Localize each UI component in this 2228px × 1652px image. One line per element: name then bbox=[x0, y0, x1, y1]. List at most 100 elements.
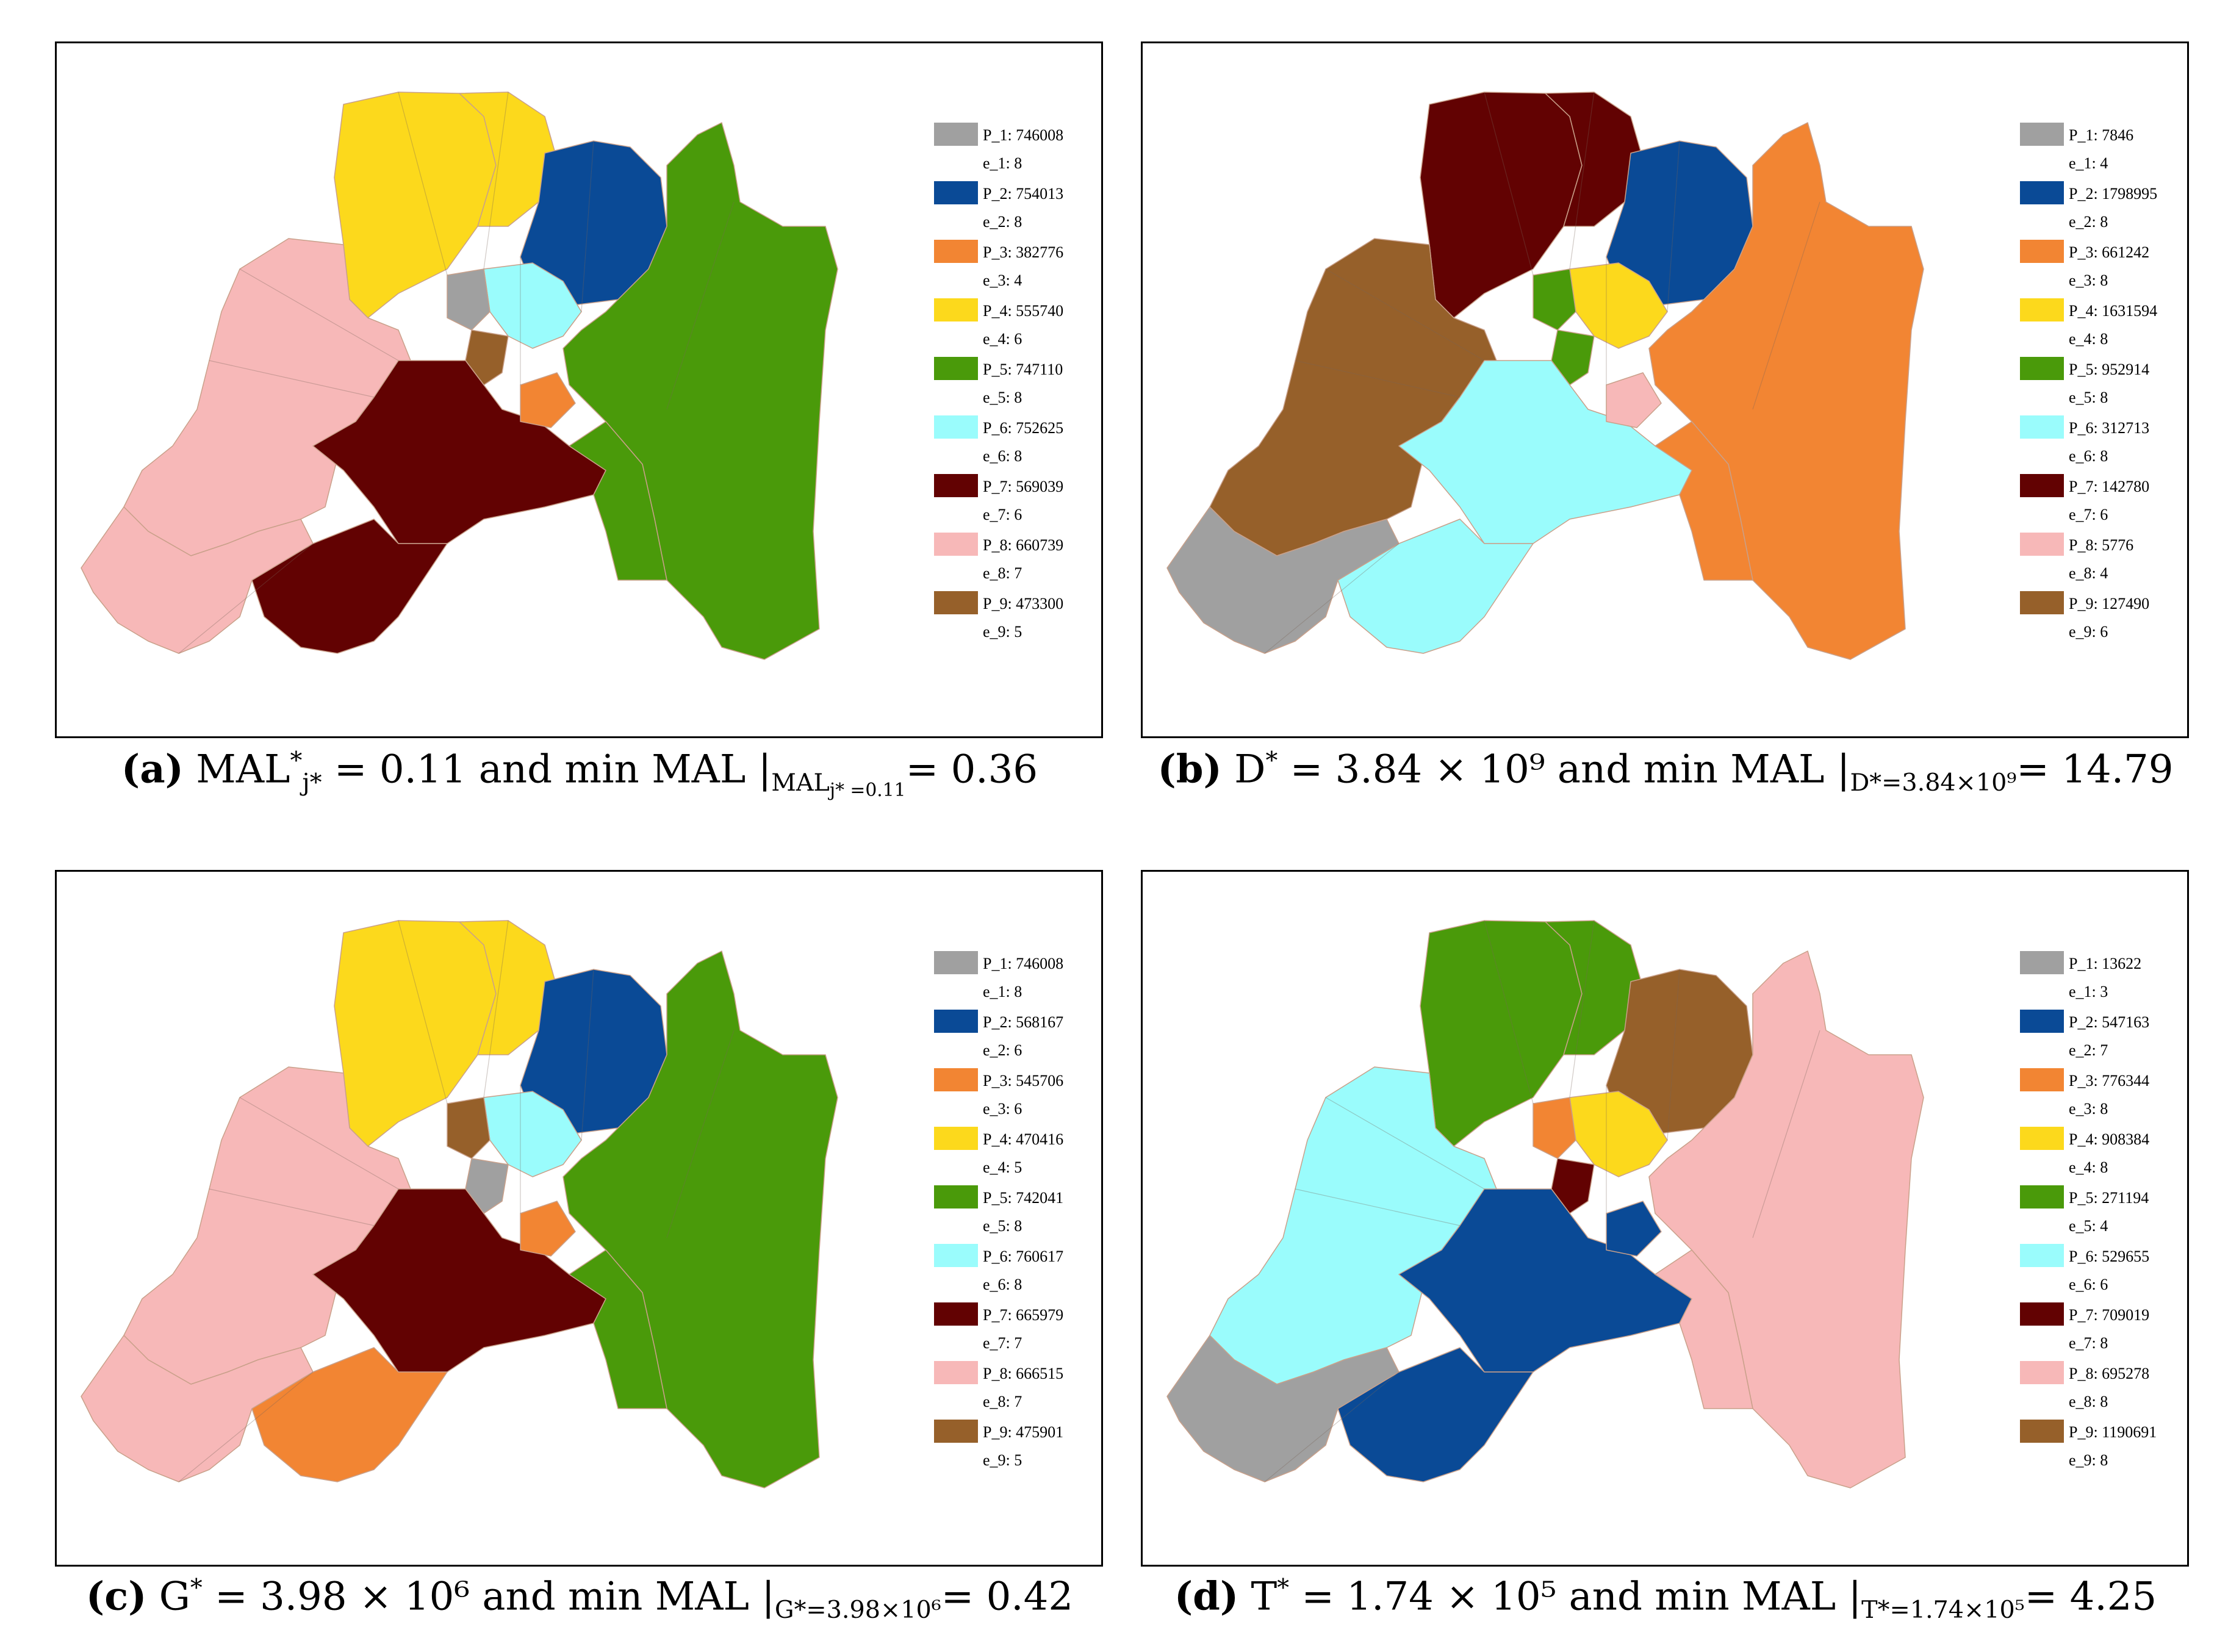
legend-population-label: P_9: 127490 bbox=[2069, 595, 2150, 612]
region-n bbox=[1545, 92, 1644, 227]
district-line bbox=[483, 92, 509, 270]
district-line bbox=[398, 92, 448, 276]
legend-population-label: P_9: 475901 bbox=[983, 1423, 1064, 1441]
region-s bbox=[1337, 519, 1534, 654]
legend-elements-label: e_3: 8 bbox=[2069, 1100, 2108, 1118]
region-cr bbox=[465, 1158, 509, 1214]
district-line bbox=[581, 969, 594, 1141]
legend-swatch bbox=[2020, 123, 2064, 146]
legend-swatch bbox=[934, 1244, 978, 1267]
region-e bbox=[562, 122, 838, 660]
district-line bbox=[178, 543, 314, 654]
legend-population-label: P_1: 746008 bbox=[983, 955, 1064, 972]
district-line bbox=[1569, 92, 1595, 270]
legend-elements-label: e_6: 6 bbox=[2069, 1276, 2108, 1293]
region-c bbox=[1569, 1091, 1668, 1177]
district-line bbox=[666, 1030, 735, 1238]
legend-elements-label: e_2: 8 bbox=[2069, 213, 2108, 231]
region-cr bbox=[1551, 329, 1595, 386]
legend-population-label: P_2: 754013 bbox=[983, 185, 1064, 203]
region-sw bbox=[81, 506, 314, 654]
district-line bbox=[239, 268, 399, 361]
legend-swatch bbox=[934, 415, 978, 439]
legend-swatch bbox=[2020, 357, 2064, 380]
legend-population-label: P_7: 709019 bbox=[2069, 1306, 2150, 1324]
choropleth-map-b bbox=[1166, 92, 1924, 660]
district-line bbox=[1752, 201, 1820, 410]
district-line bbox=[1484, 92, 1534, 276]
legend-elements-label: e_7: 8 bbox=[2069, 1334, 2108, 1352]
legend-swatch bbox=[2020, 1302, 2064, 1326]
legend-swatch bbox=[934, 240, 978, 263]
district-line bbox=[209, 1188, 375, 1226]
legend-elements-label: e_8: 7 bbox=[983, 564, 1022, 582]
legend-swatch bbox=[934, 1127, 978, 1150]
legend-elements-label: e_4: 8 bbox=[2069, 1158, 2108, 1176]
district-line bbox=[178, 1371, 314, 1482]
map-panel-b: P_1: 7846 e_1: 4 P_2: 1798995 e_2: 8 P_3: 66… bbox=[1141, 41, 2189, 738]
legend-population-label: P_3: 382776 bbox=[983, 243, 1064, 261]
region-sc bbox=[1398, 1188, 1692, 1373]
district-line bbox=[239, 1097, 399, 1190]
district-lines bbox=[1264, 92, 1820, 654]
legend-swatch bbox=[934, 591, 978, 614]
legend-swatch bbox=[934, 1302, 978, 1326]
region-se bbox=[1655, 1249, 1753, 1409]
legend-population-label: P_7: 569039 bbox=[983, 478, 1064, 495]
legend-swatch bbox=[2020, 591, 2064, 614]
legend-population-label: P_4: 1631594 bbox=[2069, 302, 2158, 320]
legend-elements-label: e_3: 4 bbox=[983, 271, 1022, 289]
legend-population-label: P_8: 5776 bbox=[2069, 536, 2134, 554]
district-line bbox=[1667, 969, 1680, 1141]
district-lines bbox=[178, 920, 735, 1482]
district-line bbox=[1295, 1188, 1461, 1226]
district-lines bbox=[1264, 920, 1820, 1482]
legend-elements-label: e_4: 5 bbox=[983, 1158, 1022, 1176]
legend-population-label: P_8: 666515 bbox=[983, 1365, 1064, 1382]
legend-swatch bbox=[2020, 1244, 2064, 1267]
legend-population-label: P_5: 742041 bbox=[983, 1189, 1064, 1207]
legend-population-label: P_4: 908384 bbox=[2069, 1130, 2150, 1148]
map-panel-a: P_1: 746008 e_1: 8 P_2: 754013 e_2: 8 P_3: 3… bbox=[55, 41, 1103, 738]
legend-swatch bbox=[934, 298, 978, 321]
region-sc bbox=[312, 360, 606, 544]
legend-population-label: P_8: 695278 bbox=[2069, 1365, 2150, 1382]
district-line bbox=[483, 920, 509, 1098]
district-line bbox=[581, 140, 594, 312]
legend-swatch bbox=[934, 474, 978, 497]
caption-b: (b) D* = 3.84 × 10⁹ and min MAL |D*=3.84… bbox=[1157, 746, 2174, 797]
legend-elements-label: e_9: 5 bbox=[983, 1451, 1022, 1469]
region-cl bbox=[1533, 1097, 1576, 1159]
district-line bbox=[666, 201, 735, 410]
map-regions bbox=[81, 920, 838, 1489]
legend-elements-label: e_6: 8 bbox=[983, 1276, 1022, 1293]
region-sp bbox=[1606, 1201, 1662, 1257]
legend-swatch bbox=[934, 181, 978, 204]
district-line bbox=[398, 920, 448, 1104]
legend-elements-label: e_5: 8 bbox=[983, 389, 1022, 406]
legend-population-label: P_6: 760617 bbox=[983, 1248, 1064, 1265]
legend-swatch bbox=[2020, 1185, 2064, 1208]
legend-elements-label: e_2: 7 bbox=[2069, 1041, 2108, 1059]
district-line bbox=[1264, 1371, 1400, 1482]
region-sp bbox=[1606, 372, 1662, 428]
legend-population-label: P_5: 952914 bbox=[2069, 361, 2150, 378]
legend-elements-label: e_4: 6 bbox=[983, 330, 1022, 348]
legend-swatch bbox=[934, 1068, 978, 1091]
legend-population-label: P_3: 776344 bbox=[2069, 1072, 2150, 1090]
region-s bbox=[251, 1347, 448, 1482]
region-s bbox=[251, 519, 448, 654]
region-sc bbox=[312, 1188, 606, 1373]
district-line bbox=[1325, 1097, 1485, 1190]
legend-swatch bbox=[2020, 951, 2064, 974]
district-lines bbox=[178, 92, 735, 654]
legend-swatch bbox=[2020, 1420, 2064, 1443]
district-line bbox=[209, 360, 375, 398]
legend-population-label: P_4: 470416 bbox=[983, 1130, 1064, 1148]
region-n bbox=[459, 920, 558, 1055]
region-cr bbox=[1551, 1158, 1595, 1214]
region-sc bbox=[1398, 360, 1692, 544]
legend-swatch bbox=[934, 1420, 978, 1443]
map-regions bbox=[81, 92, 838, 660]
district-line bbox=[1264, 543, 1400, 654]
